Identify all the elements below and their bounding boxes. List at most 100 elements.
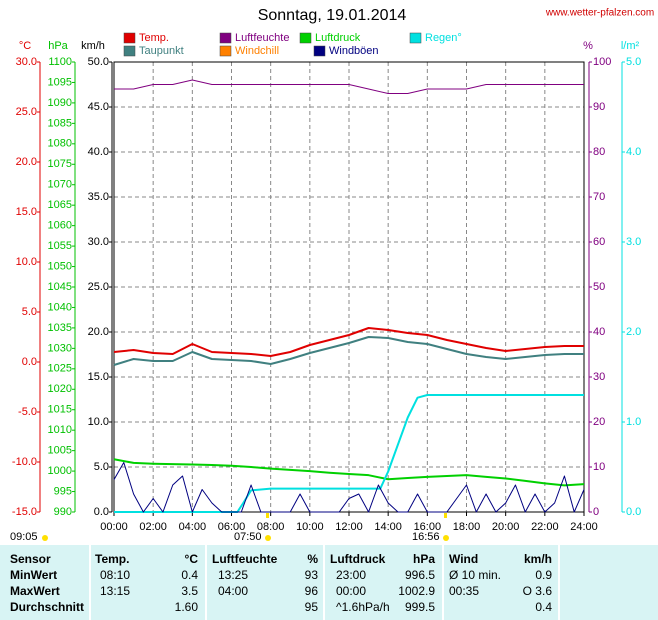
y-tick-label: 1050 [48, 260, 72, 272]
table-cell: Ø 10 min. [449, 568, 501, 582]
table-header: °C [185, 552, 199, 566]
x-tick-label: 20:00 [492, 521, 520, 533]
y-tick-label: 1085 [48, 117, 72, 129]
y-tick-label: 1060 [48, 220, 72, 232]
y-tick-label: 3.0 [626, 236, 641, 248]
table-cell: 13:15 [100, 584, 130, 598]
table-header: Wind [449, 552, 478, 566]
y-tick-label: 1020 [48, 383, 72, 395]
table-cell: 0.9 [535, 568, 552, 582]
y-tick-label: 995 [54, 485, 72, 497]
table-header: Temp. [95, 552, 129, 566]
y-tick-label: 10.0 [88, 416, 109, 428]
y-tick-label: 1025 [48, 363, 72, 375]
source: www.wetter-pfalzen.com [545, 8, 654, 19]
y-tick-label: 60 [593, 236, 605, 248]
legend-label: Taupunkt [139, 45, 184, 57]
series-line [113, 462, 585, 513]
y-tick-label: 0.0 [94, 506, 109, 518]
y-tick-label: 1055 [48, 240, 72, 252]
x-tick-label: 22:00 [531, 521, 559, 533]
axis-label: l/m² [621, 40, 640, 52]
y-tick-label: 1090 [48, 97, 72, 109]
table-cell: 04:00 [218, 584, 248, 598]
table-cell: O 3.6 [523, 584, 553, 598]
legend-swatch [299, 32, 312, 44]
table-header: hPa [413, 552, 435, 566]
y-tick-label: 30 [593, 371, 605, 383]
sun-time: 16:56 [412, 531, 440, 543]
sun-marker [42, 535, 48, 541]
y-tick-label: 40 [593, 326, 605, 338]
legend-swatch [409, 32, 422, 44]
sun-tick [444, 513, 447, 518]
y-tick-label: 25.0 [16, 106, 37, 118]
table-background [0, 545, 658, 620]
y-tick-label: 1015 [48, 404, 72, 416]
y-tick-label: 25.0 [88, 281, 109, 293]
table-cell: Durchschnitt [10, 600, 84, 614]
table-separators [89, 545, 560, 620]
legend-swatch [123, 45, 136, 57]
y-tick-label: -15.0 [12, 506, 37, 518]
sun-tick [266, 513, 269, 518]
y-tick-label: 0.0 [626, 506, 641, 518]
y-tick-label: 5.0 [626, 56, 641, 68]
y-tick-label: 10.0 [16, 256, 37, 268]
y-tick-label: 50.0 [88, 56, 109, 68]
table-header: Luftfeuchte [212, 552, 278, 566]
table-cell: 00:00 [336, 584, 366, 598]
y-tick-label: 0.0 [22, 356, 37, 368]
table-cell: 96 [305, 584, 319, 598]
y-tick-label: 1040 [48, 301, 72, 313]
y-tick-label: 20 [593, 416, 605, 428]
table-header: % [307, 552, 318, 566]
y-tick-label: 2.0 [626, 326, 641, 338]
y-tick-label: 1035 [48, 322, 72, 334]
table-cell: 999.5 [405, 600, 435, 614]
table-cell: 00:35 [449, 584, 479, 598]
x-tick-label: 12:00 [335, 521, 363, 533]
y-tick-label: 1095 [48, 76, 72, 88]
y-tick-label: 20.0 [16, 156, 37, 168]
table-cell: 1002.9 [398, 584, 435, 598]
y-tick-label: 80 [593, 146, 605, 158]
axis-label: % [583, 40, 593, 52]
y-tick-label: -5.0 [18, 406, 37, 418]
y-tick-label: 4.0 [626, 146, 641, 158]
series-line [113, 327, 584, 357]
chart-title: Sonntag, 19.01.2014 [258, 7, 407, 24]
y-tick-label: 15.0 [88, 371, 109, 383]
legend-swatch [219, 45, 232, 57]
y-tick-label: 1010 [48, 424, 72, 436]
y-tick-label: 990 [54, 506, 72, 518]
table-header: km/h [524, 552, 552, 566]
table-cell: 95 [305, 600, 319, 614]
y-tick-label: 1045 [48, 281, 72, 293]
x-tick-label: 24:00 [570, 521, 598, 533]
y-tick-label: 50 [593, 281, 605, 293]
x-tick-label: 06:00 [218, 521, 246, 533]
y-tick-label: 1080 [48, 138, 72, 150]
table-cell: 996.5 [405, 568, 435, 582]
table-cell: 13:25 [218, 568, 248, 582]
legend-swatch [313, 45, 326, 57]
y-tick-label: 90 [593, 101, 605, 113]
table-cell: 1.60 [175, 600, 199, 614]
x-tick-label: 14:00 [374, 521, 402, 533]
axis-label: hPa [48, 40, 68, 52]
x-tick-label: 18:00 [453, 521, 481, 533]
x-tick-label: 10:00 [296, 521, 324, 533]
y-tick-label: 40.0 [88, 146, 109, 158]
x-tick-label: 02:00 [139, 521, 167, 533]
table-cell: 0.4 [535, 600, 552, 614]
y-tick-label: 35.0 [88, 191, 109, 203]
y-tick-label: 1100 [48, 56, 72, 68]
series-line [113, 458, 585, 487]
y-tick-label: 1.0 [626, 416, 641, 428]
legend-label: Luftdruck [315, 32, 361, 44]
y-tick-label: 70 [593, 191, 605, 203]
table-header: Sensor [10, 552, 51, 566]
table-cell: 93 [305, 568, 319, 582]
